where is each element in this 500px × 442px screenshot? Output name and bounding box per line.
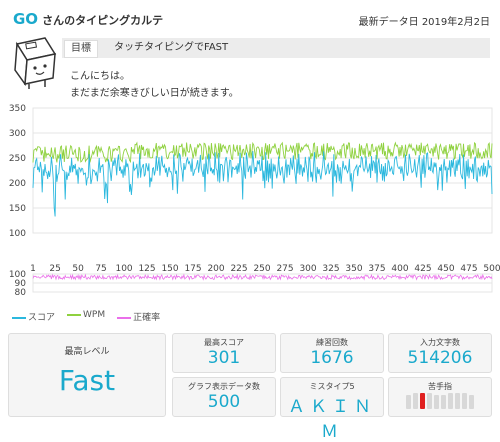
x-tick-label: 125 [138,264,155,274]
x-tick-label: 475 [460,264,477,274]
finger-bar [406,395,411,409]
finger-bar [469,395,474,409]
finger-bar [413,393,418,409]
legend-item-score: スコア [12,310,55,323]
finger-bar [434,395,439,409]
header: GO さんのタイピングカルテ 最新データ日 2019年2月2日 [0,0,500,36]
x-tick-label: 1 [30,264,36,274]
graph-count-card: グラフ表示データ数 500 [172,377,276,417]
finger-bar [448,393,453,409]
y-tick-label: 250 [9,154,26,164]
y-tick-label: 350 [9,104,26,114]
x-tick-label: 250 [253,264,270,274]
legend-swatch-wpm [67,313,82,316]
mascot-icon [14,37,57,89]
x-tick-label: 375 [368,264,385,274]
graph-count-value: 500 [207,392,241,412]
legend-swatch-accuracy [117,316,132,319]
mistype-label: ミスタイプ5 [309,382,355,391]
x-tick-label: 200 [207,264,224,274]
mistype-card: ミスタイプ5 ＡＫＩＮＭ [280,377,384,442]
max-score-label: 最高スコア [204,338,244,347]
series-line-score [32,151,493,217]
chart-legend: スコア WPM 正確率 [12,310,160,323]
x-tick-label: 150 [161,264,178,274]
greeting: こんにちは。 まだまだ余寒きびしい日が続きます。 [70,68,239,102]
max-level-value: Fast [58,364,116,397]
karte-title: さんのタイピングカルテ [42,14,164,27]
finger-bar [441,395,446,409]
y-tick-label: 150 [9,204,26,214]
y-tick-label: 100 [9,270,26,280]
x-tick-label: 50 [72,264,84,274]
practice-count-card: 練習回数 1676 [280,333,384,373]
goal-text: タッチタイピングでFAST [114,42,229,53]
x-tick-label: 400 [391,264,408,274]
finger-bar [455,393,460,409]
last-data-date: 最新データ日 2019年2月2日 [358,17,490,28]
chars-typed-card: 入力文字数 514206 [388,333,492,373]
y-tick-label: 100 [9,229,26,239]
user-name: GO [13,10,39,28]
mistype-value: ＡＫＩＮＭ [288,397,376,442]
series-line-wpm [32,141,493,164]
finger-bar [420,393,425,409]
practice-count-value: 1676 [310,348,354,368]
x-tick-label: 100 [115,264,132,274]
greeting-line-1: こんにちは。 [70,71,130,82]
x-tick-label: 300 [299,264,316,274]
y-tick-label: 300 [9,129,26,139]
max-level-card: 最高レベル Fast [8,333,166,417]
finger-bar [462,393,467,409]
max-level-label: 最高レベル [64,347,110,357]
practice-count-label: 練習回数 [316,338,348,347]
chars-typed-value: 514206 [407,348,473,368]
x-tick-label: 225 [230,264,247,274]
finger-bar [427,393,432,409]
y-tick-label: 80 [15,288,27,298]
greeting-line-2: まだまだ余寒きびしい日が続きます。 [70,88,239,99]
legend-item-wpm: WPM [67,310,105,323]
x-tick-label: 425 [414,264,431,274]
stats-panel: 最高レベル Fast 最高スコア 301 練習回数 1676 入力文字数 514… [8,333,494,442]
legend-item-accuracy: 正確率 [117,310,160,323]
finger-chart [389,393,491,409]
x-tick-label: 325 [322,264,339,274]
goal-label: 目標 [64,40,98,58]
x-tick-label: 175 [184,264,201,274]
x-tick-label: 75 [95,264,106,274]
goal-bar: 目標 タッチタイピングでFAST [62,38,490,58]
y-tick-label: 200 [9,179,26,189]
chars-typed-label: 入力文字数 [420,338,460,347]
weak-finger-label: 苦手指 [428,382,452,391]
user-title: GO さんのタイピングカルテ [13,10,163,28]
max-score-value: 301 [207,348,241,368]
weak-finger-card: 苦手指 [388,377,492,417]
x-tick-label: 450 [437,264,454,274]
x-tick-label: 275 [276,264,293,274]
series-line-accuracy [32,273,493,281]
y-tick-label: 90 [15,279,27,289]
graph-count-label: グラフ表示データ数 [188,382,260,391]
x-tick-label: 500 [483,264,500,274]
legend-swatch-score [12,316,26,319]
x-tick-label: 25 [49,264,60,274]
x-tick-label: 350 [345,264,362,274]
max-score-card: 最高スコア 301 [172,333,276,373]
